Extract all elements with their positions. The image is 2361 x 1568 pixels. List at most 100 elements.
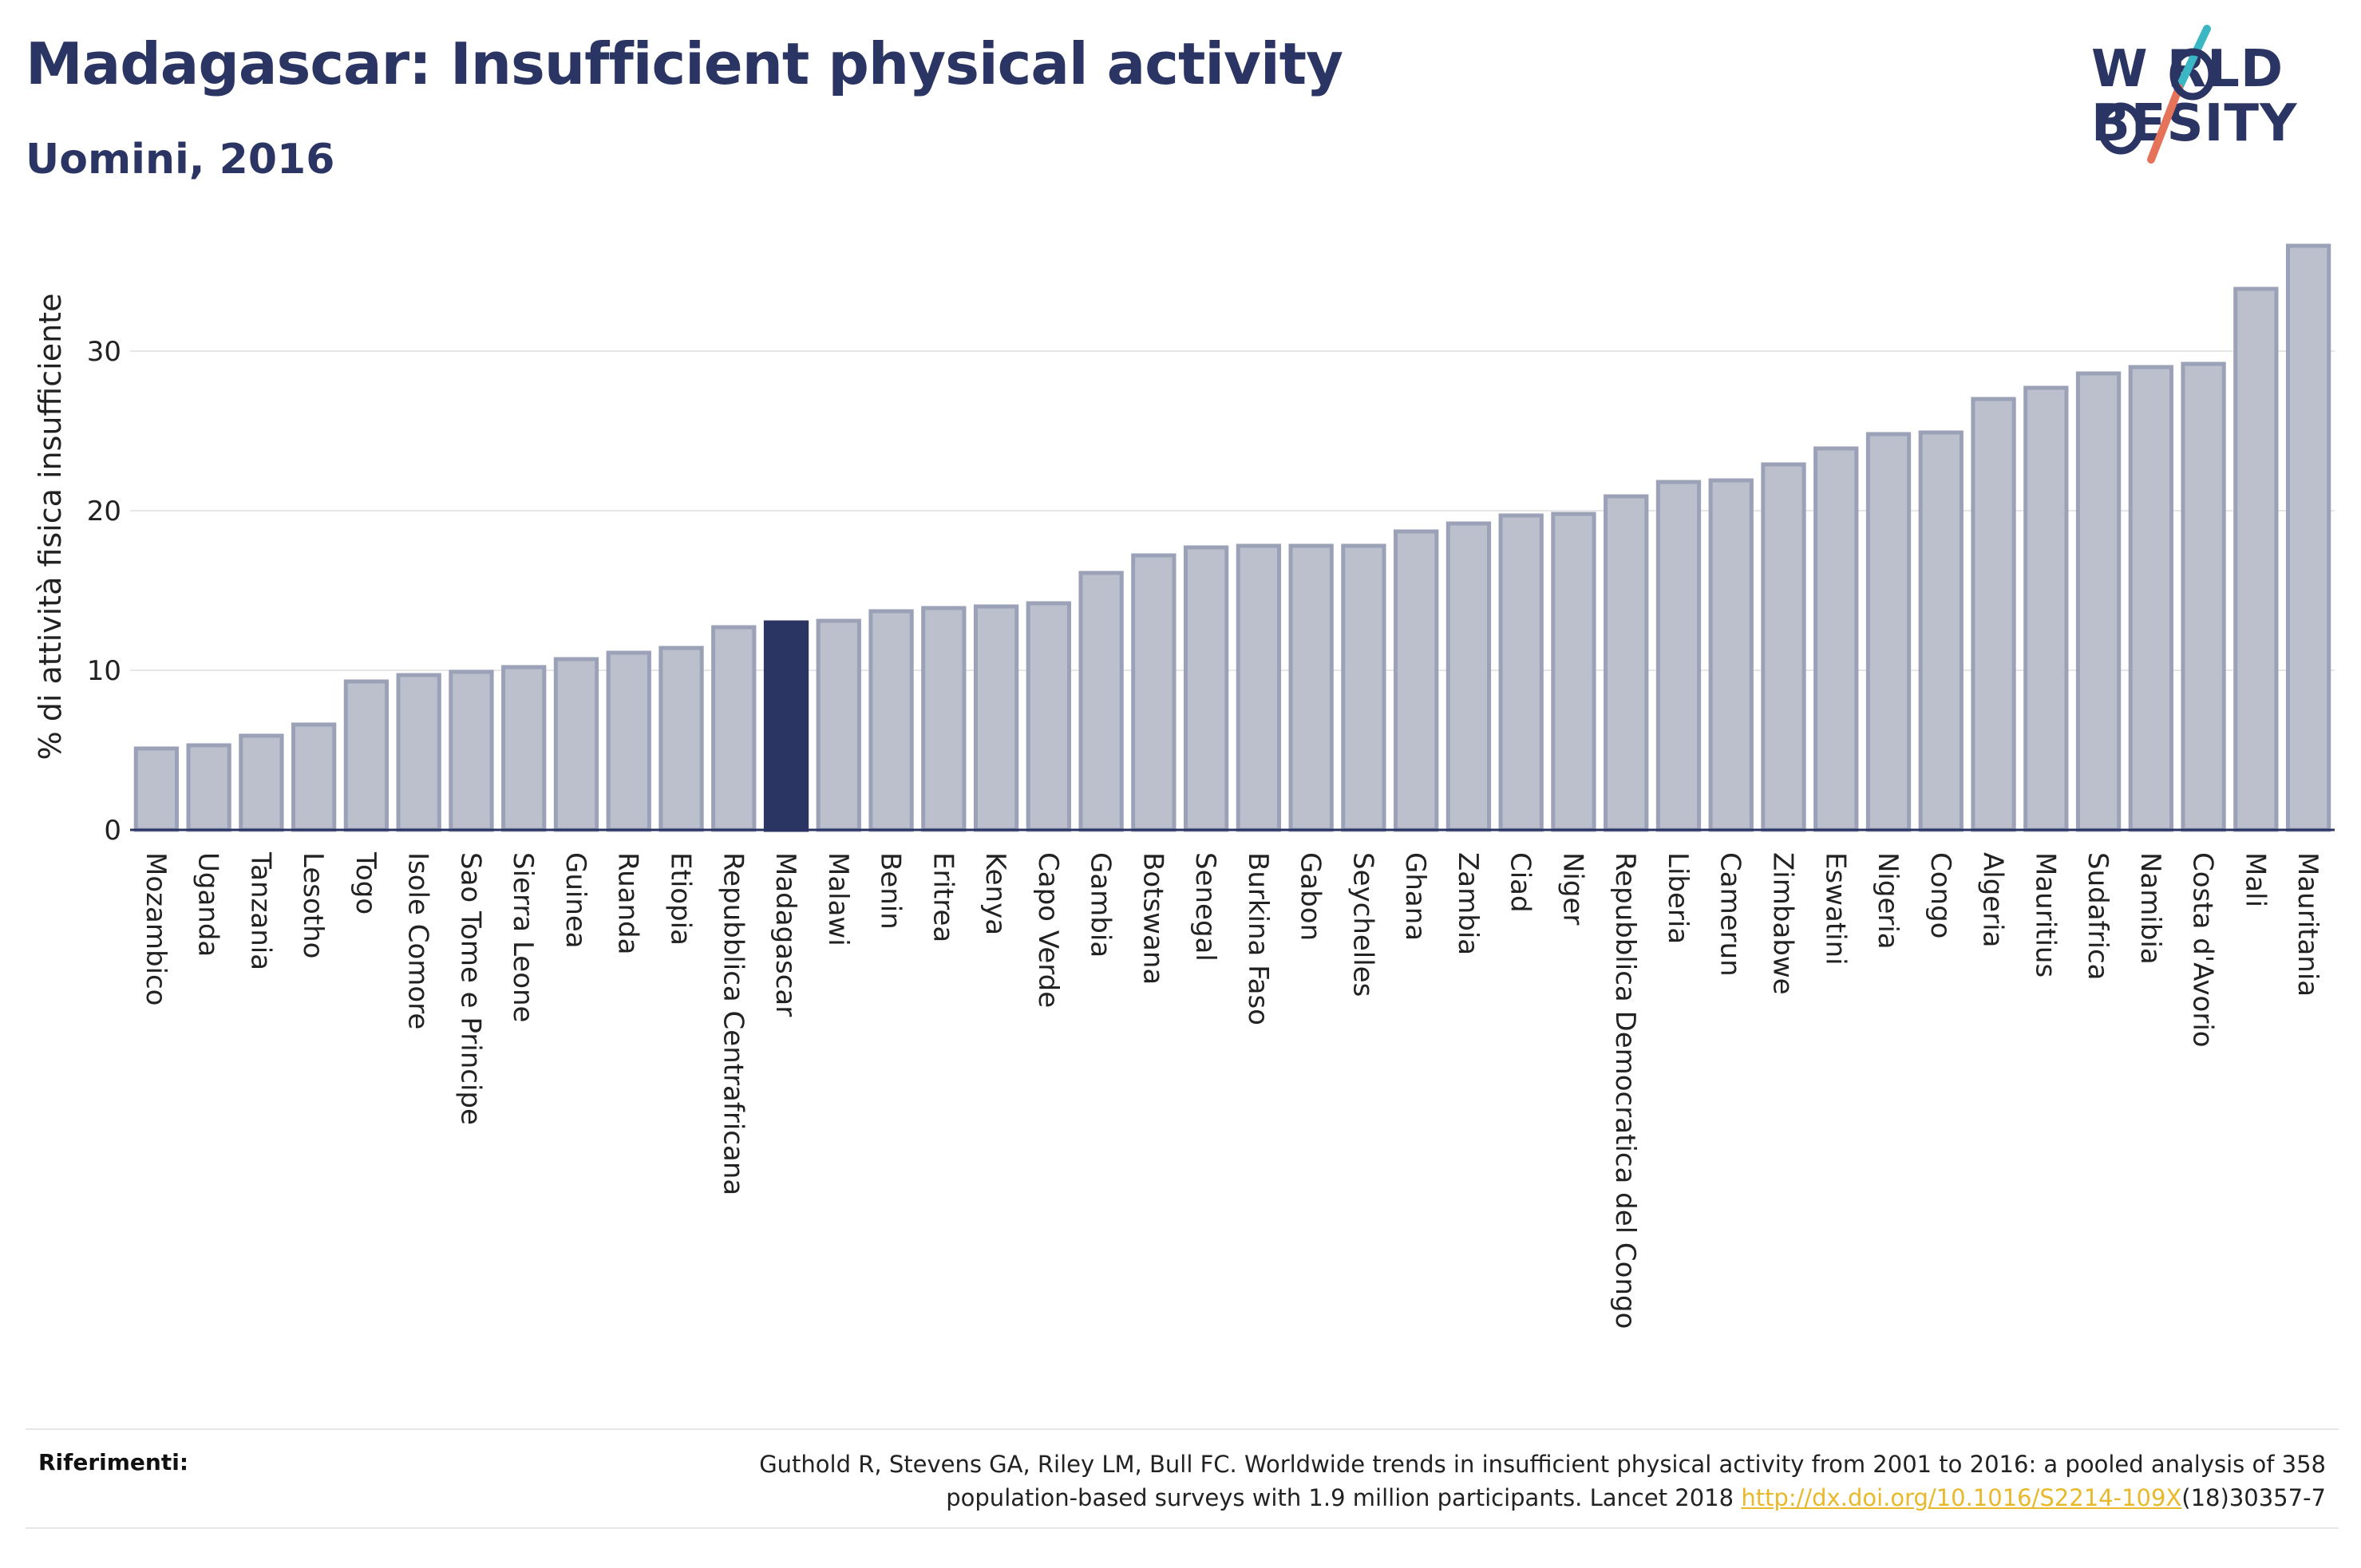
bar-burkina-faso [1236,543,1282,832]
bar-madagascar [763,620,809,832]
x-tick-label: Kenya [979,852,1011,935]
x-tick-label: Ghana [1399,852,1431,941]
x-tick-label: Repubblica Centrafricana [717,852,749,1195]
bar-camerun [1708,478,1754,832]
x-tick-label: Costa d'Avorio [2187,852,2219,1048]
bar-gabon [1288,543,1334,832]
y-axis-label: % di attività fisica insufficiente [33,294,68,760]
x-tick-label: Madagascar [769,852,801,1017]
x-tick-label: Sudafrica [2082,852,2114,980]
x-tick-label: Seychelles [1347,852,1378,997]
x-tick-label: Benin [875,852,907,930]
bar-togo [343,679,390,832]
bar-chart: 0 10 20 30 % di attività fisica insufficient… [33,243,2335,1329]
bar-malawi [816,618,861,832]
x-tick-label: Zimbabwe [1767,852,1799,995]
references-label: Riferimenti: [38,1449,189,1475]
reference-citation-line1: Guthold R, Stevens GA, Riley LM, Bull FC… [759,1451,2326,1478]
references-panel: Riferimenti: Guthold R, Stevens GA, Rile… [26,1428,2339,1529]
x-tick-label: Malawi [822,852,854,946]
x-tick-label: Eritrea [927,852,959,942]
bar-etiopia [658,646,704,832]
x-tick-label: Niger [1556,852,1588,925]
reference-citation-suffix: (18)30357-7 [2181,1484,2326,1511]
references-text: Guthold R, Stevens GA, Riley LM, Bull FC… [570,1448,2326,1515]
bar-nigeria [1865,432,1912,832]
x-tick-label: Gambia [1085,852,1117,958]
y-tick-label: 0 [104,815,121,847]
bar-congo [1918,430,1964,832]
x-tick-label: Mauritius [2029,852,2061,978]
x-tick-label: Burkina Faso [1242,852,1274,1025]
x-tick-label: Ruanda [612,852,644,954]
x-tick-label: Namibia [2134,852,2166,965]
x-tick-label: Algeria [1977,852,2009,947]
x-tick-label: Guinea [560,852,591,949]
bar-repubblica-democratica-del-congo [1604,494,1649,832]
bar-capo-verde [1026,601,1071,832]
bar-isole-comore [396,673,441,832]
chart-subtitle: Uomini, 2016 [26,136,335,184]
bar-sao-tome-e-principe [449,669,494,832]
bar-niger [1551,511,1596,832]
x-tick-label: Mozambico [140,852,172,1005]
bar-namibia [2128,365,2173,832]
doi-link[interactable]: http://dx.doi.org/10.1016/S2214-109X [1741,1484,2182,1511]
x-tick-label: Etiopia [665,852,697,946]
x-tick-label: Nigeria [1872,852,1904,950]
bar-lesotho [291,722,337,832]
bar-mozambico [133,746,180,832]
x-tick-label: Lesotho [297,852,329,958]
x-tick-label: Mali [2239,852,2271,907]
x-tick-label: Mauritania [2292,852,2323,997]
bar-ciad [1498,513,1544,832]
x-tick-label: Senegal [1189,852,1221,962]
chart-title: Madagascar: Insufficient physical activi… [26,30,1343,97]
bar-mauritius [2023,385,2069,832]
x-tick-label: Camerun [1714,852,1746,977]
x-tick-label: Congo [1924,852,1956,938]
bar-kenya [973,604,1019,832]
y-tick-label: 20 [87,496,121,527]
bar-ghana [1394,529,1439,832]
x-tick-label: Ciad [1505,852,1536,913]
x-tick-label: Zambia [1452,852,1484,955]
bar-eswatini [1813,446,1859,832]
y-tick-label: 10 [87,655,121,687]
bar-tanzania [239,733,284,832]
x-tick-label: Sao Tome e Principe [454,852,486,1125]
x-tick-label: Gabon [1295,852,1327,941]
bar-uganda [186,743,231,832]
bar-zimbabwe [1761,462,1806,832]
bar-sudafrica [2075,371,2122,832]
bar-sierra-leone [501,665,547,832]
bar-ruanda [606,650,651,832]
bar-botswana [1131,553,1177,832]
x-tick-label: Botswana [1137,852,1169,985]
bar-guinea [553,657,599,832]
world-obesity-logo: W RLD BESITY [2075,24,2347,168]
logo-slash-icon [2098,25,2216,164]
x-tick-label: Uganda [192,852,224,957]
reference-citation-line2: population-based surveys with 1.9 millio… [946,1484,1742,1511]
bar-mauritania [2285,243,2331,832]
bar-repubblica-centrafricana [711,625,757,832]
bar-benin [868,609,914,832]
bar-gambia [1078,571,1124,832]
bar-mali [2233,286,2279,832]
bar-zambia [1445,521,1492,832]
x-tick-label: Repubblica Democratica del Congo [1609,852,1641,1329]
y-tick-label: 30 [87,336,121,368]
x-tick-label: Liberia [1662,852,1694,944]
x-tick-label: Isole Comore [402,852,434,1029]
bar-costa-d-avorio [2181,361,2226,832]
x-tick-label: Eswatini [1819,852,1851,966]
bar-seychelles [1341,543,1386,832]
bar-senegal [1183,545,1229,832]
bar-liberia [1655,480,1702,832]
x-tick-label: Togo [350,851,382,914]
x-tick-label: Sierra Leone [507,852,539,1022]
x-tick-label: Tanzania [244,851,276,970]
bar-eritrea [921,606,967,832]
x-tick-label: Capo Verde [1032,852,1064,1008]
